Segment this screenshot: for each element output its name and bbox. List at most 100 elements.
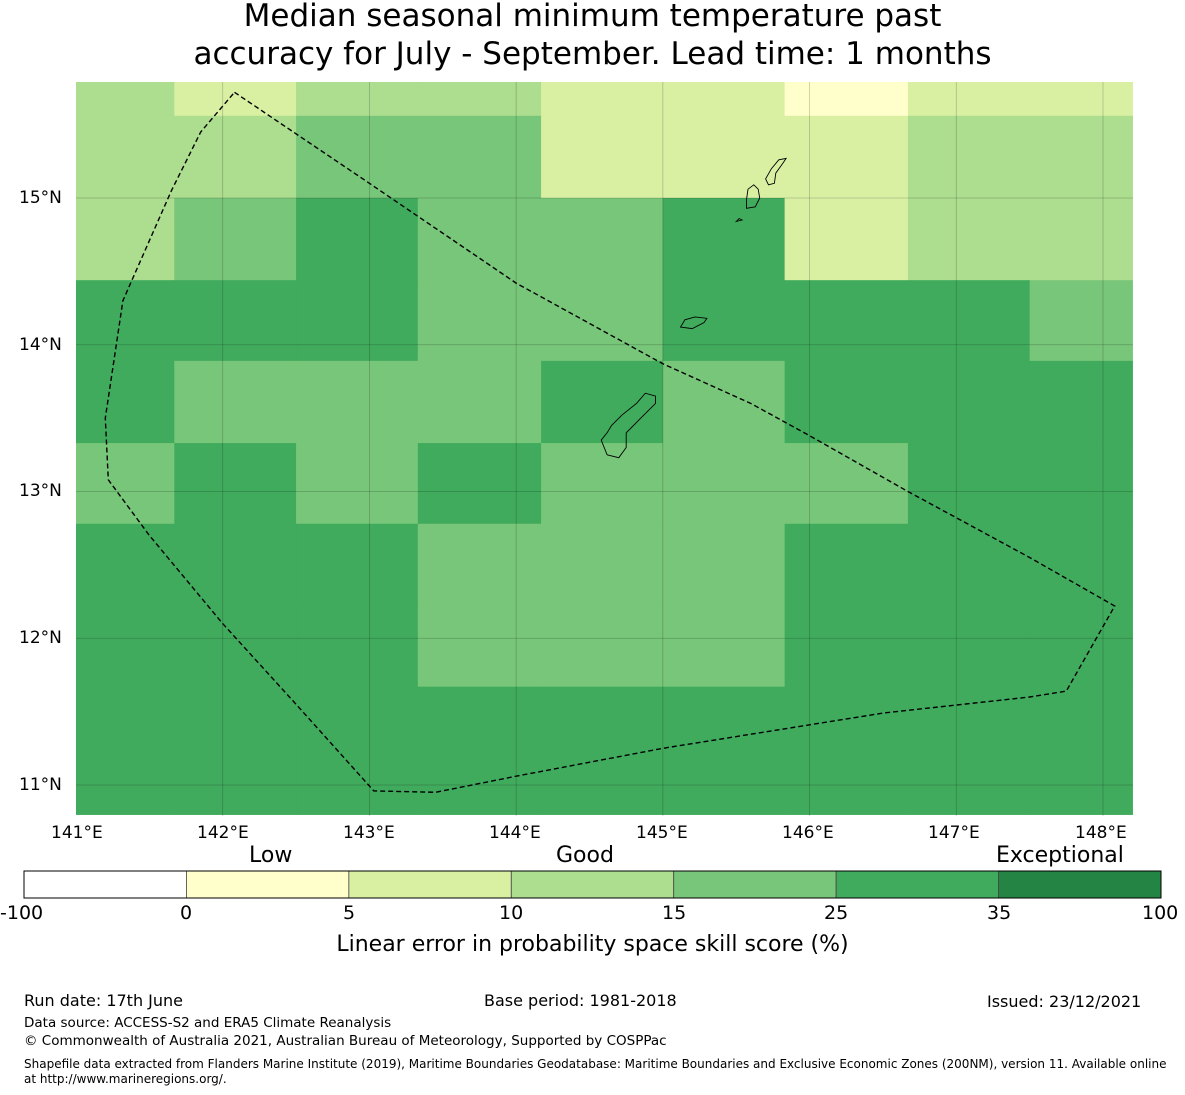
- lon-label-147e: 147°E: [928, 823, 980, 843]
- data-source: Data source: ACCESS-S2 and ERA5 Climate …: [24, 1015, 392, 1031]
- eez-boundary: [104, 91, 1116, 794]
- skill-cell: [417, 523, 542, 607]
- shapefile-credit-line-1: Shapefile data extracted from Flanders M…: [24, 1057, 1167, 1071]
- skill-cell: [174, 443, 297, 525]
- colorbar-segment: [23, 870, 187, 899]
- skill-cell: [174, 768, 297, 815]
- skill-cell: [174, 686, 297, 770]
- skill-cell: [417, 443, 542, 525]
- colorbar-segment: [998, 870, 1162, 899]
- lon-label-143e: 143°E: [343, 823, 395, 843]
- skill-cell: [296, 360, 419, 444]
- skill-cell: [541, 605, 664, 688]
- skill-cell: [76, 605, 175, 688]
- issued-date: Issued: 23/12/2021: [987, 992, 1142, 1011]
- skill-cell: [907, 115, 1031, 199]
- skill-cell: [784, 686, 909, 770]
- skill-cell: [76, 198, 175, 281]
- skill-cell: [417, 198, 542, 281]
- island-outline: [600, 392, 656, 459]
- skill-cell: [784, 115, 909, 199]
- skill-cell: [296, 605, 419, 688]
- skill-cell: [174, 523, 297, 607]
- colorbar-category-good: Good: [556, 843, 614, 868]
- skill-cell: [907, 280, 1031, 362]
- skill-cell: [76, 768, 175, 815]
- skill-cell: [1029, 115, 1133, 199]
- island-outline: [746, 184, 761, 209]
- colorbar-outline: [23, 870, 1162, 899]
- skill-cell: [417, 115, 542, 199]
- colorbar-segment: [835, 870, 999, 899]
- lon-label-145e: 145°E: [636, 823, 688, 843]
- skill-cell: [907, 605, 1031, 688]
- skill-grid-cells: [76, 82, 1133, 815]
- skill-cell: [174, 115, 297, 199]
- map-title-line-2: accuracy for July - September. Lead time…: [193, 36, 992, 72]
- skill-cell: [1029, 360, 1133, 444]
- lon-label-141e: 141°E: [51, 823, 103, 843]
- colorbar-category-low: Low: [249, 843, 293, 868]
- skill-cell: [907, 360, 1031, 444]
- colorbar-tick-15: 15: [662, 902, 687, 924]
- skill-cell: [1029, 198, 1133, 281]
- skill-cell: [907, 686, 1031, 770]
- colorbar-tick-minus100: -100: [0, 902, 44, 924]
- skill-cell: [76, 115, 175, 199]
- shapefile-credit-line-2: at http://www.marineregions.org/.: [24, 1072, 227, 1086]
- skill-cell: [784, 605, 909, 688]
- lat-label-12n: 12°N: [19, 628, 62, 648]
- island-outline: [734, 217, 744, 223]
- colorbar: [23, 870, 1162, 899]
- skill-cell: [662, 280, 786, 362]
- skill-cell: [1029, 605, 1133, 688]
- skill-cell: [541, 82, 664, 117]
- skill-cell: [296, 82, 419, 117]
- skill-cell: [174, 82, 297, 117]
- skill-cell: [76, 360, 175, 444]
- colorbar-tick-25: 25: [824, 902, 849, 924]
- skill-cell: [76, 443, 175, 525]
- skill-cell: [907, 198, 1031, 281]
- skill-cell: [784, 523, 909, 607]
- skill-cell: [662, 198, 786, 281]
- island-outline: [765, 157, 788, 186]
- colorbar-tick-100: 100: [1142, 902, 1179, 924]
- colorbar-category-exceptional: Exceptional: [996, 843, 1124, 868]
- copyright: © Commonwealth of Australia 2021, Austra…: [24, 1033, 667, 1049]
- run-date: Run date: 17th June: [24, 991, 184, 1010]
- skill-cell: [174, 360, 297, 444]
- skill-cell: [1029, 280, 1133, 362]
- skill-cell: [417, 280, 542, 362]
- skill-cell: [76, 280, 175, 362]
- skill-cell: [541, 523, 664, 607]
- colorbar-segment: [673, 870, 837, 899]
- skill-cell: [907, 443, 1031, 525]
- skill-cell: [296, 686, 419, 770]
- lon-label-144e: 144°E: [489, 823, 541, 843]
- lat-label-15n: 15°N: [19, 188, 62, 208]
- skill-cell: [417, 686, 542, 770]
- skill-cell: [662, 768, 786, 815]
- skill-cell: [662, 360, 786, 444]
- lat-label-11n: 11°N: [19, 775, 62, 795]
- skill-cell: [541, 768, 664, 815]
- colorbar-tick-5: 5: [343, 902, 356, 924]
- skill-cell: [296, 198, 419, 281]
- skill-cell: [784, 198, 909, 281]
- skill-cell: [784, 443, 909, 525]
- skill-cell: [541, 280, 664, 362]
- skill-cell: [76, 686, 175, 770]
- skill-cell: [174, 605, 297, 688]
- lon-label-148e: 148°E: [1075, 823, 1127, 843]
- colorbar-tick-35: 35: [987, 902, 1012, 924]
- lat-lon-gridlines: [76, 82, 1133, 816]
- skill-cell: [662, 115, 786, 199]
- skill-cell: [541, 115, 664, 199]
- lat-label-13n: 13°N: [19, 481, 62, 501]
- skill-cell: [662, 443, 786, 525]
- skill-cell: [296, 115, 419, 199]
- skill-cell: [76, 82, 175, 117]
- skill-cell: [662, 82, 786, 117]
